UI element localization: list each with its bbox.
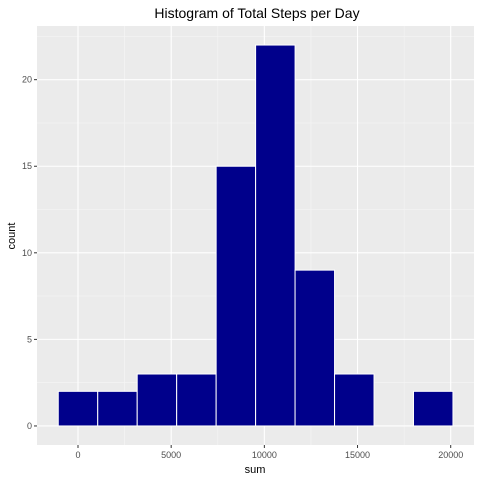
- histogram-bar: [215, 165, 257, 427]
- x-tick-label: 0: [75, 450, 80, 460]
- x-tick-label: 20000: [438, 450, 463, 460]
- histogram-bar: [255, 44, 296, 427]
- x-axis-title: sum: [245, 464, 266, 476]
- y-axis: 0 5 10 15 20: [22, 75, 37, 431]
- histogram-bar: [334, 373, 375, 427]
- x-axis: 0 5000 10000 15000 20000: [75, 445, 463, 460]
- x-tick-label: 5000: [161, 450, 181, 460]
- histogram-bars: [57, 44, 454, 427]
- y-tick-label: 0: [27, 421, 32, 431]
- histogram-bar: [97, 390, 138, 427]
- x-tick-label: 15000: [345, 450, 370, 460]
- histogram-bar: [176, 373, 217, 427]
- histogram-bar: [136, 373, 178, 427]
- chart-title: Histogram of Total Steps per Day: [154, 5, 359, 21]
- x-tick-label: 10000: [252, 450, 277, 460]
- histogram-bar: [412, 390, 454, 427]
- y-axis-title: count: [6, 223, 18, 250]
- y-tick-label: 20: [22, 75, 32, 85]
- y-tick-label: 5: [27, 334, 32, 344]
- y-tick-label: 10: [22, 248, 32, 258]
- histogram-bar: [294, 269, 336, 427]
- y-tick-label: 15: [22, 161, 32, 171]
- histogram-bar: [57, 390, 99, 427]
